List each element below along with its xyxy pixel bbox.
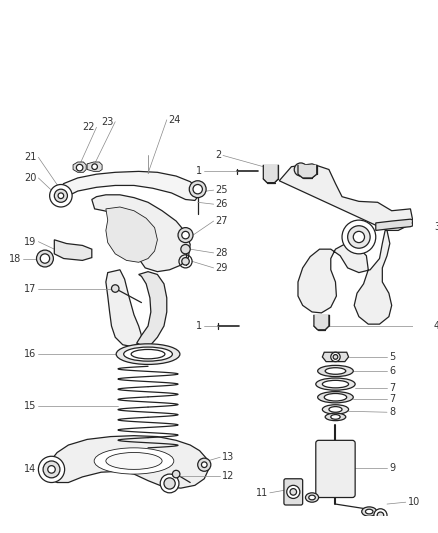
Circle shape: [333, 354, 338, 359]
Circle shape: [412, 218, 422, 228]
Circle shape: [36, 250, 53, 267]
Circle shape: [40, 254, 49, 263]
Polygon shape: [298, 165, 317, 178]
Circle shape: [374, 509, 387, 522]
Polygon shape: [87, 162, 102, 172]
Text: 15: 15: [24, 401, 36, 410]
Circle shape: [178, 228, 193, 243]
Circle shape: [182, 257, 189, 265]
Text: 24: 24: [169, 115, 181, 125]
Text: 10: 10: [408, 497, 420, 507]
Polygon shape: [314, 315, 329, 330]
Polygon shape: [46, 435, 209, 488]
Circle shape: [342, 220, 376, 254]
Polygon shape: [376, 219, 415, 230]
Circle shape: [353, 231, 364, 243]
Ellipse shape: [365, 509, 373, 514]
Text: 27: 27: [215, 216, 228, 226]
Text: 17: 17: [24, 284, 36, 294]
Text: 8: 8: [389, 407, 395, 417]
Ellipse shape: [318, 365, 353, 377]
Polygon shape: [322, 352, 349, 361]
Polygon shape: [106, 270, 141, 346]
Polygon shape: [53, 172, 200, 200]
Text: 21: 21: [24, 152, 36, 163]
Text: 1: 1: [196, 321, 202, 331]
Text: 11: 11: [256, 488, 268, 498]
Polygon shape: [279, 164, 413, 324]
Ellipse shape: [316, 378, 355, 390]
Ellipse shape: [325, 413, 346, 421]
Circle shape: [201, 462, 207, 467]
Ellipse shape: [331, 415, 340, 419]
Text: 20: 20: [24, 173, 36, 183]
Text: 2: 2: [215, 150, 221, 160]
Circle shape: [331, 352, 340, 361]
Ellipse shape: [106, 453, 162, 470]
Text: 13: 13: [222, 452, 234, 462]
Circle shape: [58, 193, 64, 199]
Polygon shape: [54, 240, 92, 261]
Text: 28: 28: [215, 248, 228, 258]
Circle shape: [189, 181, 206, 198]
Polygon shape: [106, 207, 157, 262]
Circle shape: [377, 512, 384, 519]
Ellipse shape: [322, 405, 349, 414]
Ellipse shape: [318, 392, 353, 403]
Circle shape: [173, 470, 180, 478]
Text: 18: 18: [9, 254, 21, 263]
Text: 1: 1: [196, 166, 202, 176]
Circle shape: [198, 458, 211, 471]
Ellipse shape: [329, 407, 342, 412]
Text: 4: 4: [434, 321, 438, 331]
Text: 12: 12: [222, 471, 234, 481]
Text: 14: 14: [24, 464, 36, 474]
Text: 3: 3: [434, 222, 438, 232]
Circle shape: [193, 184, 202, 194]
Text: 6: 6: [389, 366, 395, 376]
Text: 19: 19: [24, 237, 36, 247]
Text: 22: 22: [82, 123, 95, 132]
Ellipse shape: [362, 507, 377, 516]
FancyBboxPatch shape: [316, 440, 355, 497]
Text: 29: 29: [215, 263, 228, 273]
Text: 25: 25: [215, 185, 228, 195]
Circle shape: [49, 184, 72, 207]
Circle shape: [290, 489, 297, 495]
Ellipse shape: [322, 381, 349, 388]
Circle shape: [112, 285, 119, 292]
Circle shape: [287, 486, 300, 498]
Text: 9: 9: [389, 464, 395, 473]
Polygon shape: [92, 195, 190, 272]
Circle shape: [160, 474, 179, 493]
Circle shape: [39, 456, 65, 482]
Circle shape: [181, 245, 190, 254]
Circle shape: [43, 461, 60, 478]
Circle shape: [92, 164, 97, 169]
Polygon shape: [137, 272, 167, 346]
Text: 7: 7: [389, 394, 395, 404]
Ellipse shape: [94, 448, 174, 474]
Ellipse shape: [309, 495, 315, 500]
Polygon shape: [263, 165, 278, 183]
Polygon shape: [73, 162, 86, 172]
Circle shape: [182, 231, 189, 239]
Text: 16: 16: [24, 349, 36, 359]
Ellipse shape: [324, 393, 347, 401]
Circle shape: [76, 164, 83, 171]
Circle shape: [54, 189, 67, 203]
Ellipse shape: [325, 368, 346, 374]
Circle shape: [348, 226, 370, 248]
Circle shape: [48, 466, 55, 473]
Text: 7: 7: [389, 383, 395, 393]
Text: 23: 23: [101, 117, 113, 127]
Ellipse shape: [116, 344, 180, 365]
Circle shape: [164, 478, 175, 489]
Text: 5: 5: [389, 352, 395, 362]
Ellipse shape: [305, 493, 318, 502]
Text: 26: 26: [215, 199, 228, 209]
Ellipse shape: [124, 347, 173, 361]
FancyBboxPatch shape: [284, 479, 303, 505]
Circle shape: [294, 163, 307, 176]
